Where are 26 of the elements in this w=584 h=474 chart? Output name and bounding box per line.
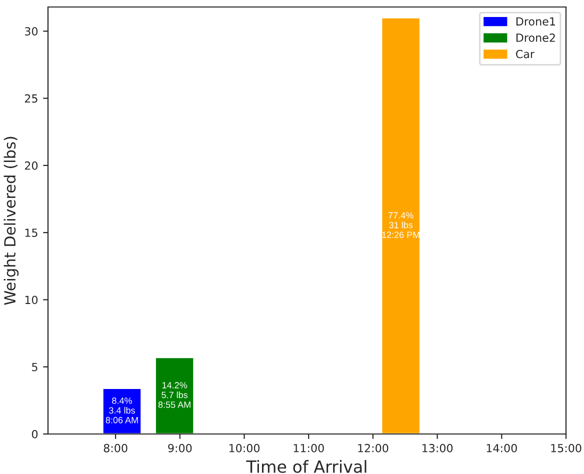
y-tick-label: 10	[25, 296, 38, 304]
x-tick-label: 12:00	[358, 444, 388, 452]
x-tick-label: 15:00	[551, 444, 582, 452]
legend-label: Drone1	[516, 17, 555, 26]
data-label: 14.2% 5.7 lbs 8:55 AM	[158, 382, 190, 408]
x-axis-title: Time of Arrival	[246, 460, 366, 473]
y-tick-label: 20	[24, 161, 38, 170]
x-tick-label: 14:00	[486, 444, 517, 452]
bar	[102, 388, 142, 434]
legend-label: Drone2	[516, 34, 555, 42]
y-tick-label: 5	[32, 362, 38, 372]
legend-label: Car	[516, 50, 535, 58]
data-label: 77.4% 31 lbs 12:26 PM	[382, 212, 420, 238]
x-tick-label: 11:00	[294, 444, 324, 452]
y-tick-label: 15	[25, 228, 38, 237]
y-tick-label: 25	[24, 94, 38, 103]
bar	[380, 17, 421, 434]
x-tick-label: 9:00	[168, 444, 192, 452]
x-tick-label: 13:00	[422, 444, 453, 452]
y-tick-label: 0	[32, 430, 38, 438]
x-tick-label: 10:00	[229, 444, 260, 452]
bar	[154, 356, 195, 434]
data-label: 8.4% 3.4 lbs 8:06 AM	[106, 397, 138, 424]
x-tick-label: 8:00	[104, 444, 128, 452]
y-tick-label: 30	[24, 27, 38, 36]
y-axis-title: Weight Delivered (lbs)	[4, 136, 19, 305]
